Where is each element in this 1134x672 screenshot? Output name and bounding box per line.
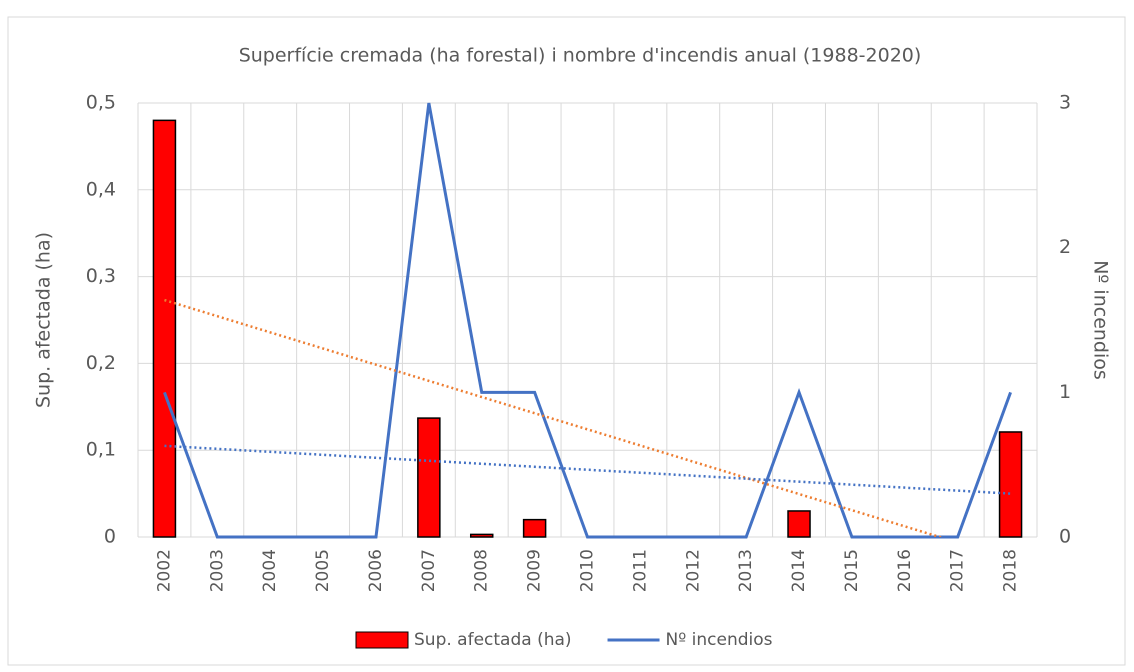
legend-label: Sup. afectada (ha) (414, 630, 572, 650)
x-tick-label: 2002 (154, 549, 174, 592)
bar (787, 510, 811, 538)
x-tick-label: 2006 (366, 549, 386, 592)
x-tick-label: 2010 (578, 549, 598, 592)
trendlines (164, 298, 1011, 537)
bar (417, 417, 441, 538)
x-tick-label: 2007 (419, 549, 439, 592)
x-tick-label: 2018 (1001, 549, 1021, 592)
y2-tick-label: 2 (1059, 236, 1071, 258)
x-tick-label: 2004 (260, 549, 280, 592)
trendline (164, 444, 1011, 495)
chart-border (7, 16, 1126, 666)
y-tick-label: 0,4 (86, 178, 116, 200)
legend-swatch (355, 631, 409, 649)
bar (998, 431, 1023, 538)
y-tick-label: 0,1 (86, 439, 116, 461)
x-tick-label: 2013 (736, 549, 756, 592)
line (163, 102, 1012, 539)
y-tick-label: 0 (104, 526, 116, 548)
x-tick-label: 2005 (313, 549, 333, 592)
x-tick-label: 2012 (683, 549, 703, 592)
y-tick-label: 0,3 (86, 265, 116, 287)
y2-tick-label: 0 (1059, 526, 1071, 548)
y2-tick-label: 1 (1059, 381, 1071, 403)
x-tick-label: 2003 (207, 549, 227, 592)
y2-axis-title: Nº incendios (1090, 260, 1112, 380)
y2-tick-label: 3 (1059, 92, 1071, 114)
bar (469, 533, 494, 538)
chart-title: Superfície cremada (ha forestal) i nombr… (239, 45, 922, 67)
x-tick-label: 2017 (948, 549, 968, 592)
bar (152, 119, 177, 538)
y-tick-label: 0,2 (86, 352, 116, 374)
x-tick-label: 2009 (525, 549, 545, 592)
x-tick-label: 2015 (842, 549, 862, 592)
y-axis-title: Sup. afectada (ha) (33, 232, 55, 408)
x-tick-label: 2008 (472, 549, 492, 592)
x-tick-label: 2014 (789, 549, 809, 592)
legend-label: Nº incendios (666, 630, 773, 650)
bar (522, 518, 547, 538)
x-tick-label: 2016 (895, 549, 915, 592)
y-tick-label: 0,5 (86, 92, 116, 114)
x-tick-label: 2011 (630, 549, 650, 592)
